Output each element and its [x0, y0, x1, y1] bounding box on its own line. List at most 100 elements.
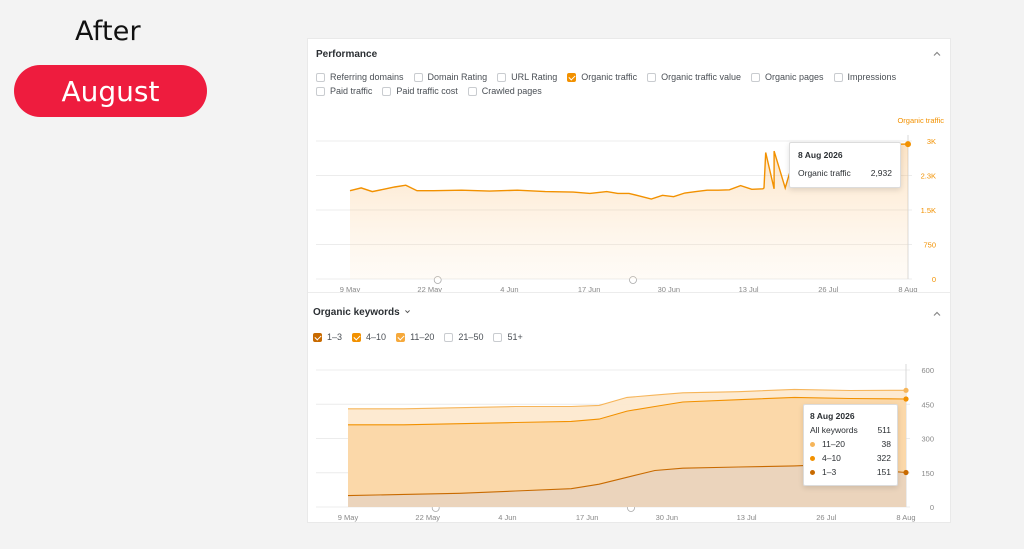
checkbox-label: Organic pages [765, 72, 824, 82]
checkbox-box[interactable] [567, 72, 577, 82]
y-tick-label: 300 [921, 435, 934, 444]
series-dot-icon [810, 469, 815, 475]
checkbox-box[interactable] [316, 72, 325, 82]
checkbox-box[interactable] [316, 86, 325, 96]
organic-keywords-dropdown[interactable]: Organic keywords [313, 307, 411, 318]
metric-checkbox[interactable]: Organic traffic [567, 70, 637, 84]
x-tick-label: 17 Jun [576, 513, 599, 522]
checkbox-label: Domain Rating [427, 72, 488, 82]
kw-tooltip-rows: 11–20 38 4–10 322 1–3 151 [810, 437, 891, 479]
x-tick-label: 4 Jun [498, 513, 516, 522]
x-tick-label: 9 May [338, 513, 359, 522]
kw-tooltip-date: 8 Aug 2026 [810, 411, 855, 421]
y-tick-label: 600 [921, 366, 934, 375]
x-tick-label: 26 Jul [818, 285, 838, 293]
checkbox-box[interactable] [833, 72, 843, 82]
y-tick-label: 2.3K [921, 172, 936, 181]
metric-checkbox[interactable]: Impressions [833, 70, 897, 84]
keyword-end-point [903, 387, 909, 393]
x-tick-label: 30 Jun [658, 285, 681, 293]
checkbox-label: Paid traffic [330, 86, 373, 96]
position-filter-checkbox[interactable]: 11–20 [396, 330, 434, 344]
y-tick-label: 1.5K [921, 206, 936, 215]
checkbox-label: 51+ [507, 332, 523, 342]
kw-tooltip-row-label: 4–10 [822, 453, 841, 463]
checkbox-box[interactable] [382, 86, 392, 96]
tooltip-metric-value: 2,932 [870, 168, 892, 178]
metric-checkbox[interactable]: URL Rating [497, 70, 557, 84]
metric-checkbox[interactable]: Domain Rating [413, 70, 488, 84]
kw-tooltip-row-label: 11–20 [822, 439, 846, 449]
keyword-position-filters: 1–3 4–10 11–20 21–50 51+ [313, 330, 713, 344]
y-tick-label: 750 [923, 241, 936, 250]
kw-tooltip-row-value: 151 [876, 467, 891, 477]
checkbox-label: Crawled pages [481, 86, 542, 96]
checkbox-box[interactable] [413, 72, 423, 82]
checkbox-box[interactable] [647, 72, 657, 82]
x-tick-label: 22 May [415, 513, 440, 522]
x-tick-label: 9 May [340, 285, 361, 293]
collapse-performance-icon[interactable] [932, 49, 942, 59]
x-tick-label: 13 Jul [737, 513, 757, 522]
x-tick-label: 26 Jul [816, 513, 836, 522]
metric-checkbox[interactable]: Organic traffic value [647, 70, 741, 84]
metric-checkbox[interactable]: Referring domains [316, 70, 404, 84]
y-tick-label: 150 [921, 469, 934, 478]
y-tick-label: 0 [932, 275, 936, 284]
checkbox-box[interactable] [352, 332, 362, 342]
section-divider [308, 292, 950, 293]
checkbox-box[interactable] [497, 72, 507, 82]
metric-checkbox[interactable]: Paid traffic cost [382, 84, 458, 98]
checkbox-label: 4–10 [366, 332, 387, 342]
checkbox-label: Organic traffic [581, 72, 638, 82]
checkbox-box[interactable] [444, 332, 454, 342]
keyword-end-point [903, 396, 909, 402]
keyword-line-1 [348, 396, 907, 426]
checkbox-box[interactable] [396, 332, 406, 342]
traffic-area [350, 144, 908, 279]
chevron-down-icon [404, 308, 411, 317]
checkbox-label: Impressions [847, 72, 897, 82]
x-tick-label: 22 May [417, 285, 442, 293]
kw-tooltip-row-value: 322 [876, 453, 891, 463]
checkbox-box[interactable] [313, 332, 322, 342]
position-filter-checkbox[interactable]: 51+ [493, 330, 523, 344]
checkbox-box[interactable] [751, 72, 760, 82]
y-tick-label: 3K [927, 137, 936, 146]
metric-checkbox[interactable]: Paid traffic [316, 84, 372, 98]
position-filter-checkbox[interactable]: 4–10 [352, 330, 386, 344]
kw-tooltip-row: 1–3 151 [810, 465, 891, 479]
checkbox-label: 1–3 [327, 332, 343, 342]
x-tick-label: 17 Jun [578, 285, 601, 293]
organic-traffic-chart: 0 750 1.5K 2.3K 3K 9 May 22 May 4 Jun 17 Jun 30 J… [308, 113, 952, 298]
ahrefs-panel: Performance Referring domains Domain Rati… [307, 38, 951, 523]
checkbox-label: Organic traffic value [661, 72, 741, 82]
keywords-tooltip: 8 Aug 2026 All keywords 511 11–20 38 4–10 3… [803, 404, 898, 486]
tooltip-date: 8 Aug 2026 [798, 150, 843, 160]
checkbox-box[interactable] [493, 332, 503, 342]
kw-tooltip-row: 11–20 38 [810, 437, 891, 451]
checkbox-box[interactable] [467, 86, 477, 96]
series-dot-icon [810, 441, 815, 447]
checkbox-label: 11–20 [410, 332, 435, 342]
y-tick-label: 450 [921, 400, 934, 409]
x-tick-label: 4 Jun [500, 285, 518, 293]
y-tick-label: 0 [930, 503, 934, 512]
kw-tooltip-total-label: All keywords [810, 425, 858, 435]
checkbox-label: URL Rating [511, 72, 558, 82]
kw-tooltip-row: 4–10 322 [810, 451, 891, 465]
position-filter-checkbox[interactable]: 1–3 [313, 330, 342, 344]
performance-title: Performance [316, 49, 378, 60]
series-dot-icon [810, 455, 815, 461]
traffic-tooltip: 8 Aug 2026 Organic traffic 2,932 [789, 142, 901, 188]
keyword-area-0 [348, 464, 906, 507]
position-filter-checkbox[interactable]: 21–50 [444, 330, 483, 344]
month-badge: August [14, 65, 207, 117]
checkbox-label: Referring domains [330, 72, 404, 82]
kw-tooltip-total-value: 511 [877, 425, 891, 435]
checkbox-label: 21–50 [458, 332, 484, 342]
collapse-keywords-icon[interactable] [932, 309, 942, 319]
metric-checkbox[interactable]: Organic pages [751, 70, 824, 84]
kw-tooltip-row-label: 1–3 [822, 467, 837, 477]
metric-checkbox[interactable]: Crawled pages [467, 84, 542, 98]
